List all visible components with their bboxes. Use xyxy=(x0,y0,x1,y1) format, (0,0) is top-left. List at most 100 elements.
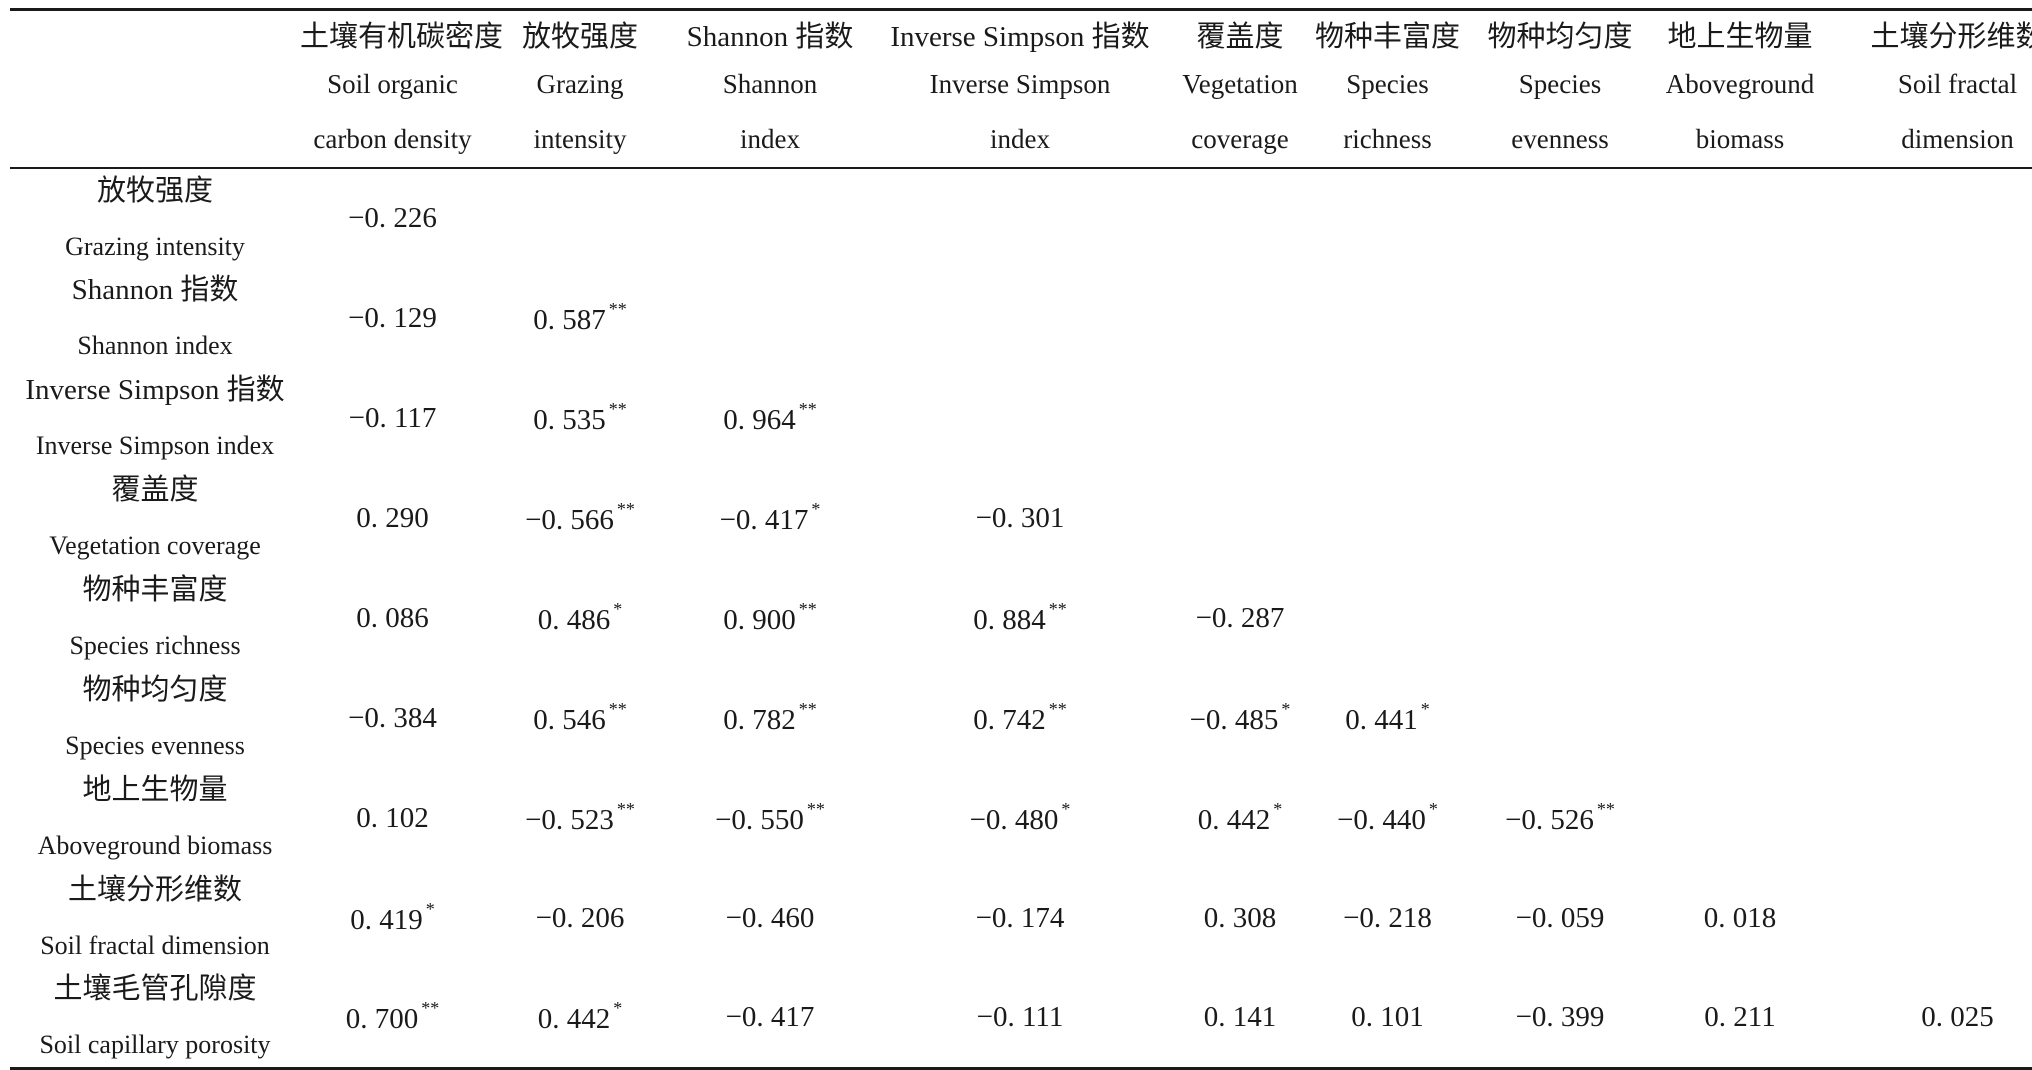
significance-marker: ** xyxy=(1048,699,1067,719)
column-header-en-line2: evenness xyxy=(1511,124,1609,154)
column-header-cn: 地上生物量 xyxy=(1667,21,1813,53)
column-header: 覆盖度 Vegetation coverage xyxy=(1175,8,1305,169)
correlation-cell: 0. 101 xyxy=(1305,968,1470,1070)
correlation-value: 0. 441 xyxy=(1345,704,1418,736)
row-label-en: Grazing intensity xyxy=(65,231,245,261)
correlation-value: 0. 211 xyxy=(1704,1000,1776,1033)
correlation-cell: 0. 018 xyxy=(1650,868,1830,968)
row-label: 土壤分形维数 Soil fractal dimension xyxy=(10,868,300,968)
row-label: Inverse Simpson 指数 Inverse Simpson index xyxy=(10,368,300,468)
empty-cell xyxy=(1470,568,1650,668)
correlation-value: 0. 884 xyxy=(973,604,1046,636)
row-label-cn: 放牧强度 xyxy=(96,174,213,207)
empty-cell xyxy=(1305,468,1470,568)
empty-cell xyxy=(485,168,675,268)
correlation-value: −0. 460 xyxy=(725,901,815,934)
empty-cell xyxy=(1650,168,1830,268)
correlation-cell: −0. 440 * xyxy=(1305,768,1470,868)
correlation-cell: 0. 700 ** xyxy=(300,968,485,1070)
row-label: 物种均匀度 Species evenness xyxy=(10,668,300,768)
correlation-value: 0. 290 xyxy=(356,501,429,534)
row-label-en: Soil fractal dimension xyxy=(40,931,270,960)
column-header-en-line1: Vegetation xyxy=(1182,69,1298,99)
correlation-value: −0. 523 xyxy=(525,804,614,836)
row-label: 土壤毛管孔隙度 Soil capillary porosity xyxy=(10,968,300,1070)
correlation-cell: −0. 117 xyxy=(300,368,485,468)
correlation-value: −0. 526 xyxy=(1505,804,1594,836)
correlation-value: −0. 550 xyxy=(715,804,804,836)
correlation-cell: −0. 226 xyxy=(300,168,485,268)
row-label: 覆盖度 Vegetation coverage xyxy=(10,468,300,568)
significance-marker: * xyxy=(811,499,821,519)
column-header-cn: 物种丰富度 xyxy=(1314,21,1460,53)
correlation-cell: −0. 523 ** xyxy=(485,768,675,868)
significance-marker: * xyxy=(613,998,623,1019)
correlation-cell: −0. 417 * xyxy=(675,468,865,568)
table-row: 土壤分形维数 Soil fractal dimension 0. 419 * −0. 2… xyxy=(10,868,2032,968)
column-header-en-line1: Species xyxy=(1518,69,1602,99)
correlation-value: 0. 742 xyxy=(973,704,1046,736)
correlation-cell: 0. 442 * xyxy=(485,968,675,1070)
table-row: 地上生物量 Aboveground biomass 0. 102 −0. 523 ** −… xyxy=(10,768,2032,868)
row-label: 放牧强度 Grazing intensity xyxy=(10,168,300,268)
correlation-cell: −0. 480 * xyxy=(865,768,1175,868)
column-header-cn: 物种均匀度 xyxy=(1487,21,1633,53)
correlation-value: −0. 440 xyxy=(1337,804,1426,836)
column-header-en-line1: Shannon xyxy=(722,69,818,99)
empty-cell xyxy=(1650,768,1830,868)
empty-cell xyxy=(1305,568,1470,668)
correlation-value: −0. 480 xyxy=(969,804,1059,836)
column-header-en-line1: Aboveground xyxy=(1665,69,1815,99)
correlation-value: −0. 417 xyxy=(725,1000,815,1033)
correlation-value: −0. 287 xyxy=(1195,601,1285,634)
correlation-cell: −0. 111 xyxy=(865,968,1175,1070)
correlation-cell: 0. 141 xyxy=(1175,968,1305,1070)
row-label-cn: 物种均匀度 xyxy=(82,674,228,706)
empty-cell xyxy=(1470,368,1650,468)
empty-cell xyxy=(675,268,865,368)
row-label-cn: Shannon 指数 xyxy=(71,274,239,306)
column-header: 地上生物量 Aboveground biomass xyxy=(1650,8,1830,169)
empty-cell xyxy=(1650,368,1830,468)
correlation-value: 0. 442 xyxy=(537,1003,611,1036)
correlation-cell: 0. 964 ** xyxy=(675,368,865,468)
row-label-cn: 地上生物量 xyxy=(82,774,228,806)
correlation-value: 0. 086 xyxy=(356,601,429,634)
correlation-value: 0. 587 xyxy=(533,304,606,336)
correlation-cell: 0. 742 ** xyxy=(865,668,1175,768)
empty-cell xyxy=(1175,368,1305,468)
row-label-en: Species evenness xyxy=(65,731,245,760)
column-header-cn: Inverse Simpson 指数 xyxy=(890,21,1150,53)
significance-marker: * xyxy=(1281,699,1291,719)
column-header: 土壤有机碳密度 Soil organic carbon density xyxy=(300,8,503,169)
significance-marker: ** xyxy=(616,499,635,519)
correlation-cell: 0. 025 xyxy=(1830,968,2032,1070)
correlation-value: −0. 417 xyxy=(719,504,809,536)
row-label-en: Inverse Simpson index xyxy=(35,431,275,460)
correlation-cell: 0. 102 xyxy=(300,768,485,868)
significance-marker: * xyxy=(1420,699,1430,719)
column-header: 物种丰富度 Species richness xyxy=(1305,8,1470,169)
correlation-cell: −0. 218 xyxy=(1305,868,1470,968)
correlation-value: −0. 384 xyxy=(348,701,437,734)
correlation-value: −0. 566 xyxy=(525,504,614,536)
significance-marker: ** xyxy=(806,799,825,819)
correlation-cell: 0. 419 * xyxy=(300,868,485,968)
column-header-en-line1: Grazing xyxy=(536,69,624,99)
empty-cell xyxy=(1830,168,2032,268)
correlation-table: 土壤有机碳密度 Soil organic carbon density 放牧强度 Gra… xyxy=(10,8,2032,1070)
table-body: 放牧强度 Grazing intensity −0. 226 Shannon 指数 Sh… xyxy=(10,168,2032,1070)
column-header-cn: 放牧强度 xyxy=(521,21,638,53)
correlation-value: −0. 059 xyxy=(1515,901,1605,934)
empty-cell xyxy=(865,268,1175,368)
empty-cell xyxy=(1470,168,1650,268)
correlation-cell: 0. 587 ** xyxy=(485,268,675,368)
correlation-cell: 0. 782 ** xyxy=(675,668,865,768)
empty-cell xyxy=(1830,868,2032,968)
correlation-cell: 0. 086 xyxy=(300,568,485,668)
column-header-en-line2: richness xyxy=(1343,124,1432,154)
correlation-value: 0. 782 xyxy=(723,704,796,736)
correlation-cell: 0. 486 * xyxy=(485,568,675,668)
table-row: Shannon 指数 Shannon index −0. 129 0. 587 ** xyxy=(10,268,2032,368)
correlation-cell: −0. 417 xyxy=(675,968,865,1070)
